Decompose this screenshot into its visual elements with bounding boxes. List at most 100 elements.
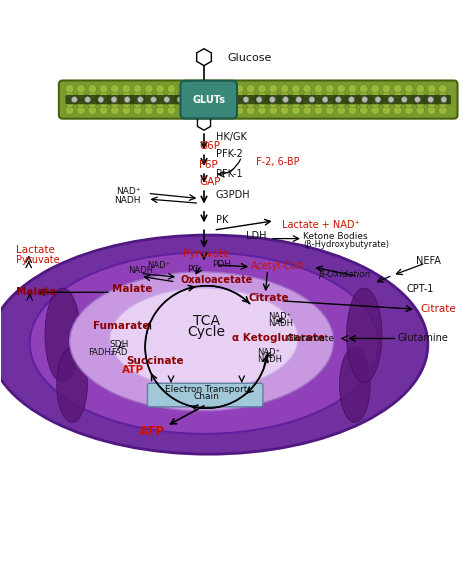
Text: NADH: NADH xyxy=(128,266,153,275)
Circle shape xyxy=(246,106,255,115)
Circle shape xyxy=(212,99,221,107)
Text: NADH: NADH xyxy=(257,355,282,364)
Circle shape xyxy=(256,97,262,102)
Circle shape xyxy=(326,84,334,93)
Text: Citrate: Citrate xyxy=(421,304,456,314)
Circle shape xyxy=(428,106,436,115)
Circle shape xyxy=(371,99,379,107)
Circle shape xyxy=(309,97,315,102)
Text: Acetyl-CoA: Acetyl-CoA xyxy=(251,261,304,271)
Circle shape xyxy=(405,92,413,100)
Circle shape xyxy=(203,97,209,102)
Circle shape xyxy=(111,97,117,102)
Circle shape xyxy=(428,84,436,93)
FancyBboxPatch shape xyxy=(181,81,237,119)
Circle shape xyxy=(122,92,130,100)
Text: PFK-2: PFK-2 xyxy=(216,149,243,159)
Ellipse shape xyxy=(57,347,87,423)
Circle shape xyxy=(438,99,447,107)
Circle shape xyxy=(416,92,425,100)
Circle shape xyxy=(100,99,108,107)
Text: Citrate: Citrate xyxy=(249,293,290,303)
Circle shape xyxy=(416,106,425,115)
Circle shape xyxy=(156,92,164,100)
Circle shape xyxy=(235,92,244,100)
Circle shape xyxy=(190,84,198,93)
Text: LDH: LDH xyxy=(246,231,267,241)
Text: ATP: ATP xyxy=(139,425,165,438)
Circle shape xyxy=(314,99,323,107)
Text: HK/GK: HK/GK xyxy=(216,132,246,142)
Circle shape xyxy=(65,106,74,115)
Circle shape xyxy=(258,99,266,107)
Circle shape xyxy=(314,106,323,115)
Circle shape xyxy=(292,92,300,100)
Circle shape xyxy=(280,92,289,100)
Circle shape xyxy=(337,99,346,107)
Circle shape xyxy=(88,92,97,100)
Circle shape xyxy=(336,97,341,102)
Circle shape xyxy=(359,84,368,93)
Circle shape xyxy=(65,92,74,100)
Circle shape xyxy=(371,106,379,115)
Text: NEFA: NEFA xyxy=(416,256,441,266)
Circle shape xyxy=(314,84,323,93)
Circle shape xyxy=(292,106,300,115)
Circle shape xyxy=(382,99,391,107)
Text: NAD⁺: NAD⁺ xyxy=(116,188,140,197)
Circle shape xyxy=(156,99,164,107)
Text: G6P: G6P xyxy=(199,140,220,151)
Circle shape xyxy=(100,92,108,100)
Circle shape xyxy=(167,106,176,115)
Circle shape xyxy=(201,99,210,107)
Text: Lactate + NAD⁺: Lactate + NAD⁺ xyxy=(282,220,359,230)
Circle shape xyxy=(269,92,277,100)
Circle shape xyxy=(100,84,108,93)
Circle shape xyxy=(393,92,402,100)
Ellipse shape xyxy=(110,288,298,389)
Circle shape xyxy=(428,92,436,100)
Circle shape xyxy=(224,84,232,93)
Circle shape xyxy=(88,84,97,93)
Circle shape xyxy=(65,99,74,107)
Circle shape xyxy=(133,106,142,115)
Circle shape xyxy=(337,92,346,100)
Circle shape xyxy=(65,84,74,93)
Circle shape xyxy=(230,97,236,102)
Text: NAD⁺: NAD⁺ xyxy=(268,312,291,321)
Text: PC: PC xyxy=(188,265,199,274)
Circle shape xyxy=(77,106,85,115)
Circle shape xyxy=(246,99,255,107)
Circle shape xyxy=(77,84,85,93)
Text: PK: PK xyxy=(216,215,228,225)
Circle shape xyxy=(348,106,357,115)
Circle shape xyxy=(270,97,275,102)
Text: Pyruvate: Pyruvate xyxy=(16,255,59,265)
Circle shape xyxy=(77,92,85,100)
Circle shape xyxy=(190,106,198,115)
Text: PFK-1: PFK-1 xyxy=(216,169,242,179)
Circle shape xyxy=(382,106,391,115)
Circle shape xyxy=(441,97,447,102)
FancyBboxPatch shape xyxy=(65,95,451,105)
Circle shape xyxy=(201,84,210,93)
Text: Ketone Bodies: Ketone Bodies xyxy=(303,232,368,241)
Circle shape xyxy=(85,97,91,102)
Circle shape xyxy=(133,84,142,93)
Text: Cycle: Cycle xyxy=(187,325,225,339)
Circle shape xyxy=(145,92,153,100)
Text: GLUTs: GLUTs xyxy=(192,94,225,105)
Text: NAD⁺: NAD⁺ xyxy=(147,261,171,270)
Text: α Ketoglutarate: α Ketoglutarate xyxy=(232,333,325,343)
Circle shape xyxy=(348,84,357,93)
FancyBboxPatch shape xyxy=(147,383,263,407)
Ellipse shape xyxy=(45,288,80,382)
Circle shape xyxy=(156,84,164,93)
Circle shape xyxy=(88,99,97,107)
Circle shape xyxy=(348,99,357,107)
Circle shape xyxy=(269,106,277,115)
Circle shape xyxy=(428,99,436,107)
Circle shape xyxy=(122,99,130,107)
Circle shape xyxy=(191,97,196,102)
Circle shape xyxy=(122,106,130,115)
